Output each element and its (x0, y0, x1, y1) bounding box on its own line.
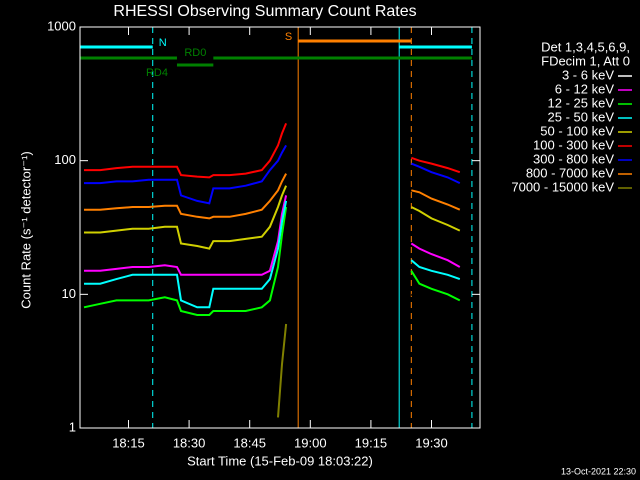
y-tick-label: 1 (69, 419, 76, 434)
legend-label: 25 - 50 keV (548, 109, 615, 124)
y-tick-label: 1000 (47, 18, 76, 33)
legend-label: 800 - 7000 keV (526, 165, 615, 180)
y-tick-label: 100 (54, 152, 76, 167)
legend-label: 12 - 25 keV (548, 95, 615, 110)
x-tick-label: 19:00 (294, 435, 327, 450)
band-label: N (159, 37, 167, 49)
data-line (84, 185, 461, 250)
x-tick-label: 19:30 (415, 435, 448, 450)
x-tick-label: 18:30 (173, 435, 206, 450)
data-line (84, 200, 461, 309)
legend-header: FDecim 1, Att 0 (541, 53, 630, 68)
data-line (84, 123, 461, 179)
band-label: S (285, 31, 292, 43)
data-line (277, 323, 288, 418)
data-line (84, 195, 461, 276)
legend-label: 3 - 6 keV (562, 67, 614, 82)
legend-header: Det 1,3,4,5,6,9, (541, 39, 630, 54)
legend-label: 6 - 12 keV (555, 81, 615, 96)
x-tick-label: 18:45 (233, 435, 266, 450)
x-tick-label: 18:15 (112, 435, 145, 450)
band-label: RD4 (146, 67, 168, 79)
data-line (84, 173, 461, 220)
y-tick-label: 10 (62, 286, 76, 301)
y-axis-label: Count Rate (s⁻¹ detector⁻¹) (18, 151, 33, 309)
legend-label: 100 - 300 keV (533, 137, 614, 152)
legend-label: 7000 - 15000 keV (511, 179, 614, 194)
band-label: RD0 (184, 47, 206, 59)
x-axis-label: Start Time (15-Feb-09 18:03:22) (187, 453, 373, 468)
chart-title: RHESSI Observing Summary Count Rates (113, 3, 416, 20)
legend-label: 50 - 100 keV (540, 123, 614, 138)
data-line (84, 144, 461, 205)
plot-frame (79, 26, 481, 429)
legend-label: 300 - 800 keV (533, 151, 614, 166)
x-tick-label: 19:15 (355, 435, 388, 450)
footer: 13-Oct-2021 22:30 (561, 466, 636, 476)
data-line (83, 206, 461, 316)
